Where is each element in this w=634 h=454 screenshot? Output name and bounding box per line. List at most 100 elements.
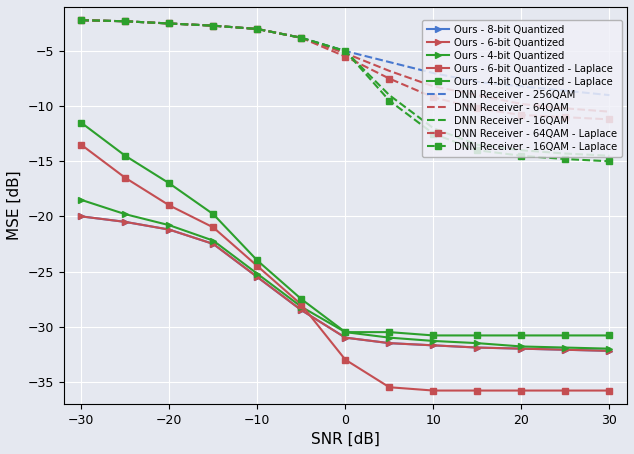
Ours - 6-bit Quantized - Laplace [474, 388, 481, 393]
DNN Receiver - 16QAM - Laplace [254, 26, 261, 32]
DNN Receiver - 64QAM [209, 23, 217, 29]
DNN Receiver - 64QAM - Laplace [122, 19, 129, 24]
DNN Receiver - 64QAM - Laplace [165, 21, 173, 26]
DNN Receiver - 256QAM [297, 35, 305, 40]
Ours - 6-bit Quantized [385, 340, 393, 346]
DNN Receiver - 256QAM [605, 93, 613, 98]
Ours - 8-bit Quantized [209, 241, 217, 247]
DNN Receiver - 64QAM - Laplace [605, 117, 613, 122]
DNN Receiver - 256QAM [342, 48, 349, 54]
DNN Receiver - 64QAM - Laplace [474, 106, 481, 111]
Ours - 6-bit Quantized [165, 227, 173, 232]
Ours - 8-bit Quantized [254, 274, 261, 280]
Ours - 6-bit Quantized [562, 347, 569, 352]
Ours - 6-bit Quantized - Laplace [77, 142, 85, 148]
Ours - 6-bit Quantized [430, 343, 437, 348]
DNN Receiver - 64QAM - Laplace [562, 114, 569, 120]
DNN Receiver - 16QAM [254, 26, 261, 32]
DNN Receiver - 64QAM [430, 84, 437, 89]
Ours - 8-bit Quantized [77, 214, 85, 219]
Ours - 8-bit Quantized [297, 307, 305, 313]
Ours - 4-bit Quantized [385, 335, 393, 340]
Ours - 6-bit Quantized - Laplace [342, 357, 349, 362]
Ours - 6-bit Quantized - Laplace [165, 202, 173, 208]
Ours - 4-bit Quantized [342, 330, 349, 335]
DNN Receiver - 16QAM - Laplace [562, 156, 569, 162]
DNN Receiver - 64QAM [342, 50, 349, 56]
Ours - 6-bit Quantized [77, 214, 85, 219]
Ours - 6-bit Quantized [342, 335, 349, 340]
Ours - 6-bit Quantized [297, 307, 305, 313]
Ours - 6-bit Quantized - Laplace [430, 388, 437, 393]
Ours - 6-bit Quantized - Laplace [122, 175, 129, 181]
DNN Receiver - 16QAM [605, 153, 613, 158]
DNN Receiver - 16QAM [297, 35, 305, 40]
Line: DNN Receiver - 16QAM - Laplace: DNN Receiver - 16QAM - Laplace [78, 17, 613, 165]
Y-axis label: MSE [dB]: MSE [dB] [7, 171, 22, 240]
Ours - 4-bit Quantized - Laplace [165, 181, 173, 186]
DNN Receiver - 16QAM - Laplace [342, 48, 349, 54]
Ours - 8-bit Quantized [562, 347, 569, 352]
Ours - 4-bit Quantized - Laplace [517, 333, 525, 338]
DNN Receiver - 16QAM [122, 19, 129, 24]
Ours - 4-bit Quantized [562, 345, 569, 350]
DNN Receiver - 256QAM [122, 19, 129, 24]
DNN Receiver - 64QAM [165, 21, 173, 26]
Ours - 6-bit Quantized - Laplace [385, 385, 393, 390]
Ours - 6-bit Quantized [122, 219, 129, 225]
Ours - 4-bit Quantized [430, 338, 437, 344]
DNN Receiver - 16QAM [165, 21, 173, 26]
Ours - 6-bit Quantized - Laplace [562, 388, 569, 393]
DNN Receiver - 16QAM - Laplace [122, 19, 129, 24]
DNN Receiver - 64QAM [297, 35, 305, 40]
Ours - 4-bit Quantized [474, 340, 481, 346]
DNN Receiver - 16QAM - Laplace [430, 131, 437, 137]
Ours - 8-bit Quantized [605, 348, 613, 354]
Ours - 6-bit Quantized - Laplace [605, 388, 613, 393]
Ours - 4-bit Quantized - Laplace [77, 120, 85, 125]
DNN Receiver - 16QAM - Laplace [605, 158, 613, 164]
Ours - 8-bit Quantized [165, 227, 173, 232]
Ours - 4-bit Quantized - Laplace [342, 330, 349, 335]
Legend: Ours - 8-bit Quantized, Ours - 6-bit Quantized, Ours - 4-bit Quantized, Ours - 6: Ours - 8-bit Quantized, Ours - 6-bit Qua… [422, 20, 622, 157]
Line: Ours - 8-bit Quantized: Ours - 8-bit Quantized [78, 213, 613, 354]
DNN Receiver - 64QAM [122, 19, 129, 24]
Line: DNN Receiver - 64QAM: DNN Receiver - 64QAM [81, 20, 609, 112]
Ours - 6-bit Quantized [474, 345, 481, 350]
DNN Receiver - 256QAM [209, 23, 217, 29]
Ours - 6-bit Quantized [517, 346, 525, 351]
DNN Receiver - 64QAM - Laplace [297, 35, 305, 40]
DNN Receiver - 16QAM [342, 48, 349, 54]
Ours - 8-bit Quantized [385, 340, 393, 346]
DNN Receiver - 16QAM - Laplace [165, 21, 173, 26]
Ours - 6-bit Quantized - Laplace [297, 302, 305, 307]
Ours - 4-bit Quantized [165, 222, 173, 228]
DNN Receiver - 16QAM [385, 93, 393, 98]
DNN Receiver - 64QAM - Laplace [254, 26, 261, 32]
DNN Receiver - 256QAM [165, 21, 173, 26]
DNN Receiver - 64QAM [254, 26, 261, 32]
Ours - 6-bit Quantized - Laplace [517, 388, 525, 393]
DNN Receiver - 64QAM - Laplace [209, 23, 217, 29]
DNN Receiver - 256QAM [517, 84, 525, 89]
Ours - 4-bit Quantized - Laplace [254, 258, 261, 263]
Line: DNN Receiver - 256QAM: DNN Receiver - 256QAM [81, 20, 609, 95]
Line: DNN Receiver - 16QAM: DNN Receiver - 16QAM [81, 20, 609, 156]
Line: Ours - 6-bit Quantized - Laplace: Ours - 6-bit Quantized - Laplace [78, 141, 613, 394]
DNN Receiver - 16QAM [209, 23, 217, 29]
Ours - 4-bit Quantized - Laplace [297, 296, 305, 302]
DNN Receiver - 64QAM [77, 17, 85, 23]
DNN Receiver - 256QAM [562, 88, 569, 94]
Ours - 4-bit Quantized [605, 346, 613, 351]
Ours - 4-bit Quantized - Laplace [474, 333, 481, 338]
DNN Receiver - 64QAM - Laplace [342, 54, 349, 59]
DNN Receiver - 16QAM - Laplace [209, 23, 217, 29]
Ours - 4-bit Quantized - Laplace [605, 333, 613, 338]
DNN Receiver - 64QAM [474, 93, 481, 98]
Ours - 8-bit Quantized [122, 219, 129, 225]
DNN Receiver - 16QAM [474, 142, 481, 148]
DNN Receiver - 16QAM - Laplace [385, 98, 393, 104]
DNN Receiver - 16QAM - Laplace [474, 148, 481, 153]
Ours - 8-bit Quantized [342, 335, 349, 340]
DNN Receiver - 16QAM - Laplace [297, 35, 305, 40]
